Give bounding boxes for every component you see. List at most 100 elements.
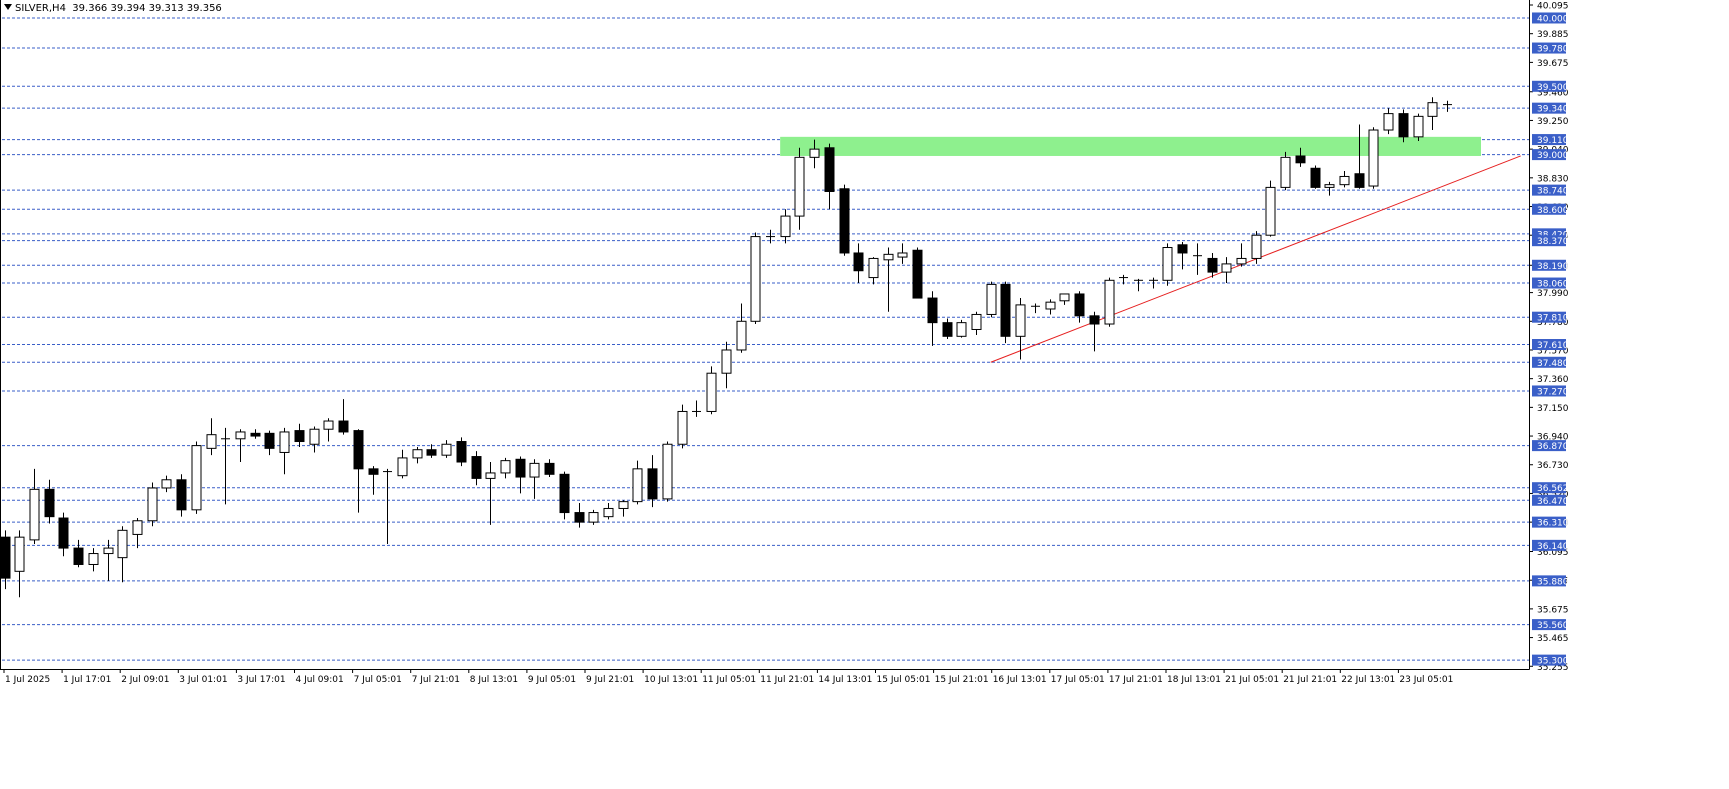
level-label-bg [1532,134,1566,146]
level-label-bg [1532,482,1566,494]
y-tick-label: 36.095 [1537,548,1569,558]
resistance-zone[interactable] [780,136,1481,156]
x-tick-label: 2 Jul 09:01 [121,675,169,685]
y-tick-label: 40.095 [1537,2,1569,12]
candle [1310,165,1321,189]
candle-body [117,529,128,559]
candle [1074,291,1085,323]
candle [353,429,364,513]
candle [1413,113,1424,141]
candle-body [588,512,599,523]
level-price-label: 37.810 [1532,311,1569,324]
level-label-text: 40.000 [1537,14,1569,24]
candle-body [441,443,452,456]
y-tick-label: 39.250 [1537,117,1569,127]
level-price-label: 35.880 [1532,575,1569,587]
candle [1089,311,1100,352]
candle-body [515,458,526,478]
level-label-text: 36.562 [1537,484,1569,494]
candle-body [323,420,334,430]
candle-body [0,536,11,579]
candle [1236,243,1247,267]
candle-body [29,488,40,541]
level-label-bg [1532,203,1566,215]
candle [73,539,84,568]
trendline[interactable] [990,155,1521,363]
x-tick-label: 21 Jul 05:01 [1225,675,1279,685]
candle [1162,243,1173,286]
level-label-text: 36.310 [1537,519,1569,529]
candle-body [544,462,555,475]
candle-body [338,420,349,433]
dropdown-triangle-icon[interactable] [4,4,12,10]
candle-body [750,236,761,322]
candle-body [485,472,496,479]
chart-header[interactable]: SILVER,H4 39.366 39.394 39.313 39.356 [4,3,222,14]
candle [912,247,923,299]
candle-body [294,430,305,443]
candle-body [1398,113,1409,138]
candle-body [1236,257,1247,265]
candle-body [191,445,202,511]
x-tick-label: 17 Jul 05:01 [1051,675,1105,685]
candle [412,446,423,464]
x-tick-label: 11 Jul 21:01 [760,675,814,685]
level-label-bg [1532,311,1566,323]
candle [1251,231,1262,264]
candle [515,456,526,494]
candle-body [103,547,114,555]
price-axis[interactable]: 40.09539.88539.67539.46039.25039.04038.8… [1529,2,1569,673]
candle [677,404,688,449]
candle [794,147,805,230]
candle [1324,181,1335,196]
candle-body [1265,186,1276,236]
candle [1031,303,1040,314]
candle [544,459,555,478]
level-price-label: 36.140 [1532,539,1569,552]
candle-body [1251,234,1262,259]
candle-body [1162,247,1173,281]
candle [471,451,482,486]
y-tick-label: 38.830 [1537,174,1569,184]
candle-body [809,148,820,158]
candle [397,449,408,479]
x-tick-label: 7 Jul 05:01 [354,675,402,685]
candle [500,457,511,479]
level-price-label: 38.740 [1532,184,1569,197]
level-label-bg [1532,539,1566,551]
level-label-text: 38.190 [1537,262,1569,272]
candle-body [250,432,261,437]
candle [485,462,496,525]
level-label-text: 37.610 [1537,341,1569,351]
candle-body [1000,283,1011,337]
level-price-label: 38.370 [1532,235,1569,247]
y-tick-label: 36.730 [1537,461,1569,471]
candle-body [44,488,55,518]
candle [662,441,673,502]
candle [868,257,879,285]
candle-body [1339,175,1350,186]
level-label-bg [1532,356,1566,368]
candle [176,474,187,517]
y-tick-label: 35.465 [1537,634,1569,644]
level-label-bg [1532,654,1566,666]
level-label-text: 38.060 [1537,280,1569,290]
candle [1265,180,1276,237]
level-label-text: 38.370 [1537,237,1569,247]
candle [721,341,732,389]
level-price-label: 36.562 [1532,482,1569,494]
x-tick-label: 3 Jul 17:01 [237,675,285,685]
candle [235,429,246,463]
candle [956,319,967,338]
candle [942,318,953,340]
candle [986,281,997,318]
candle-body [206,434,217,449]
candle [1280,151,1291,191]
x-tick-label: 9 Jul 05:01 [528,675,576,685]
time-axis[interactable]: 1 Jul 2025 1 Jul 17:01 2 Jul 09:01 3 Jul 01… [3,669,1453,685]
candle [897,243,908,264]
candle-body [1045,301,1056,310]
candle [1427,97,1438,131]
candle-body [412,449,423,459]
